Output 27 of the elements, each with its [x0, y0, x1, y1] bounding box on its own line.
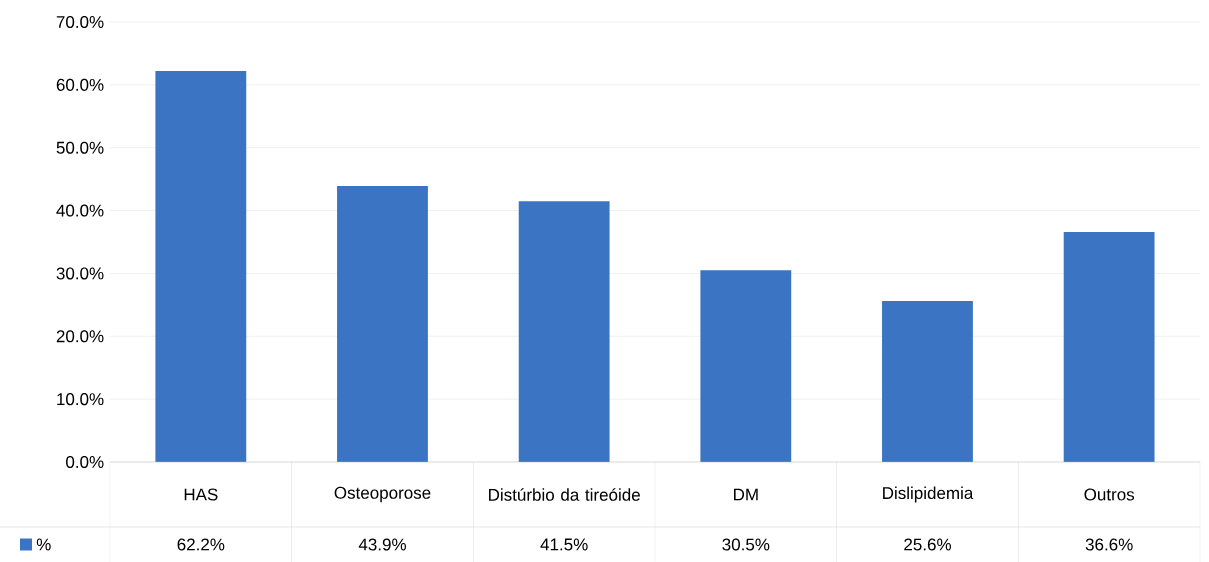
legend-label: %	[36, 538, 51, 551]
x-tick-label: Distúrbio da tireóide	[489, 488, 640, 501]
y-tick-label: 10.0%	[57, 393, 104, 406]
bar	[882, 301, 973, 462]
data-label: 62.2%	[177, 538, 225, 551]
y-tick-label: 70.0%	[56, 15, 104, 29]
y-tick-label: 20.0%	[56, 330, 104, 343]
y-tick-label: 60.0%	[56, 78, 104, 91]
bar	[1063, 231, 1155, 462]
data-label: 30.5%	[722, 538, 770, 551]
bar	[155, 71, 247, 462]
bar	[700, 270, 792, 462]
y-tick-label: 50.0%	[56, 141, 104, 154]
y-tick-label: 40.0%	[56, 204, 104, 217]
x-tick-label: Osteoporose	[334, 486, 431, 503]
x-tick-label: Dislipidemia	[883, 486, 974, 503]
x-tick-label: HAS	[184, 488, 218, 501]
x-tick-label: DM	[734, 488, 758, 501]
data-label: 43.9%	[358, 538, 406, 551]
data-label: 25.6%	[904, 538, 951, 551]
data-label: 41.5%	[540, 538, 588, 551]
bar	[337, 186, 428, 462]
data-label: 36.6%	[1085, 538, 1133, 551]
y-tick-label: 30.0%	[56, 267, 104, 280]
x-tick-label: Outros	[1084, 488, 1135, 501]
bar	[518, 201, 610, 462]
y-tick-label: 0.0%	[66, 455, 104, 469]
